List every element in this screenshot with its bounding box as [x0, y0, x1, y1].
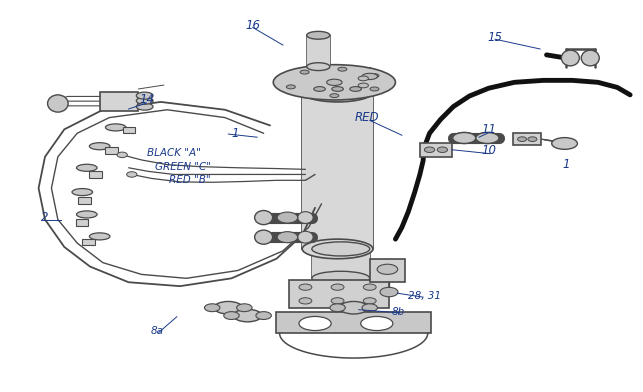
Ellipse shape — [370, 74, 379, 78]
Ellipse shape — [350, 87, 361, 91]
Ellipse shape — [312, 242, 370, 256]
Bar — [82, 239, 95, 245]
Ellipse shape — [77, 164, 97, 171]
Ellipse shape — [358, 76, 368, 81]
Bar — [276, 312, 431, 333]
Ellipse shape — [363, 284, 376, 290]
Bar — [105, 147, 118, 154]
Ellipse shape — [136, 103, 153, 110]
Ellipse shape — [273, 65, 395, 100]
Bar — [289, 280, 389, 308]
Ellipse shape — [204, 304, 220, 312]
Ellipse shape — [370, 87, 379, 91]
Ellipse shape — [437, 147, 448, 152]
Ellipse shape — [299, 284, 312, 290]
Text: 2: 2 — [41, 211, 49, 224]
Text: 28, 31: 28, 31 — [408, 291, 441, 301]
Ellipse shape — [298, 231, 313, 243]
Ellipse shape — [117, 152, 127, 158]
Ellipse shape — [286, 85, 295, 89]
Ellipse shape — [105, 124, 126, 131]
Ellipse shape — [453, 132, 476, 143]
Text: 1: 1 — [562, 158, 570, 171]
Ellipse shape — [362, 304, 377, 312]
Ellipse shape — [528, 137, 537, 142]
Ellipse shape — [377, 264, 397, 274]
Ellipse shape — [72, 189, 93, 196]
Ellipse shape — [237, 304, 252, 312]
Bar — [312, 249, 370, 278]
Ellipse shape — [361, 316, 393, 330]
Ellipse shape — [327, 79, 342, 85]
Ellipse shape — [330, 94, 339, 98]
Ellipse shape — [362, 73, 377, 80]
Bar — [89, 171, 102, 178]
Bar — [123, 127, 136, 134]
Ellipse shape — [255, 211, 273, 225]
Ellipse shape — [330, 304, 345, 312]
Bar — [513, 133, 541, 145]
Bar — [75, 220, 88, 226]
Ellipse shape — [561, 50, 579, 66]
Ellipse shape — [453, 132, 476, 143]
Bar — [100, 92, 138, 111]
Ellipse shape — [89, 233, 110, 240]
Text: 1: 1 — [231, 127, 239, 140]
Ellipse shape — [89, 143, 110, 150]
Ellipse shape — [127, 172, 137, 177]
Ellipse shape — [300, 70, 309, 74]
Text: 10: 10 — [481, 144, 496, 158]
Ellipse shape — [331, 298, 344, 304]
Ellipse shape — [314, 87, 325, 91]
Ellipse shape — [255, 230, 273, 244]
Ellipse shape — [476, 132, 499, 143]
Bar — [78, 198, 91, 204]
Ellipse shape — [312, 271, 370, 285]
Ellipse shape — [224, 312, 239, 319]
Ellipse shape — [380, 287, 398, 297]
Ellipse shape — [277, 212, 298, 223]
Ellipse shape — [581, 50, 599, 66]
Ellipse shape — [302, 82, 373, 102]
Text: 14: 14 — [139, 93, 154, 107]
Text: 11: 11 — [481, 123, 496, 136]
Ellipse shape — [256, 312, 271, 319]
Bar — [307, 35, 330, 67]
Text: 16: 16 — [245, 19, 260, 32]
Ellipse shape — [331, 284, 344, 290]
Ellipse shape — [136, 92, 153, 99]
Ellipse shape — [424, 147, 435, 152]
Ellipse shape — [214, 301, 242, 314]
Ellipse shape — [518, 137, 527, 142]
Ellipse shape — [552, 138, 577, 149]
Ellipse shape — [48, 95, 68, 112]
Text: 8a: 8a — [151, 326, 164, 336]
Text: RED "B": RED "B" — [169, 175, 210, 185]
Ellipse shape — [332, 87, 343, 91]
Ellipse shape — [233, 309, 262, 322]
Ellipse shape — [299, 316, 331, 330]
Ellipse shape — [307, 63, 330, 71]
Bar — [420, 143, 452, 157]
Text: BLACK "A": BLACK "A" — [147, 148, 201, 158]
Ellipse shape — [363, 298, 376, 304]
Ellipse shape — [476, 132, 499, 143]
Bar — [370, 259, 405, 282]
Text: GREEN "C": GREEN "C" — [155, 162, 212, 172]
Ellipse shape — [302, 239, 373, 259]
Ellipse shape — [338, 67, 347, 71]
Ellipse shape — [77, 211, 97, 218]
Ellipse shape — [298, 212, 313, 223]
Ellipse shape — [340, 301, 368, 314]
Ellipse shape — [358, 83, 368, 88]
Ellipse shape — [299, 298, 312, 304]
Text: 8b: 8b — [392, 307, 405, 317]
Bar — [302, 92, 373, 249]
Text: RED: RED — [354, 111, 379, 124]
Ellipse shape — [277, 232, 298, 243]
Text: 15: 15 — [487, 31, 503, 44]
Ellipse shape — [307, 31, 330, 39]
Ellipse shape — [136, 97, 153, 104]
